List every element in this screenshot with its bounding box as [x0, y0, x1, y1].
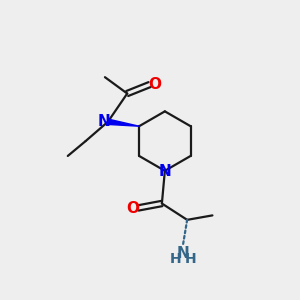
Text: N: N: [158, 164, 171, 179]
Text: N: N: [98, 114, 111, 129]
Text: O: O: [148, 77, 161, 92]
Polygon shape: [107, 119, 139, 126]
Text: N: N: [176, 246, 189, 261]
Text: H: H: [184, 252, 196, 266]
Text: O: O: [126, 201, 139, 216]
Text: H: H: [169, 252, 181, 266]
